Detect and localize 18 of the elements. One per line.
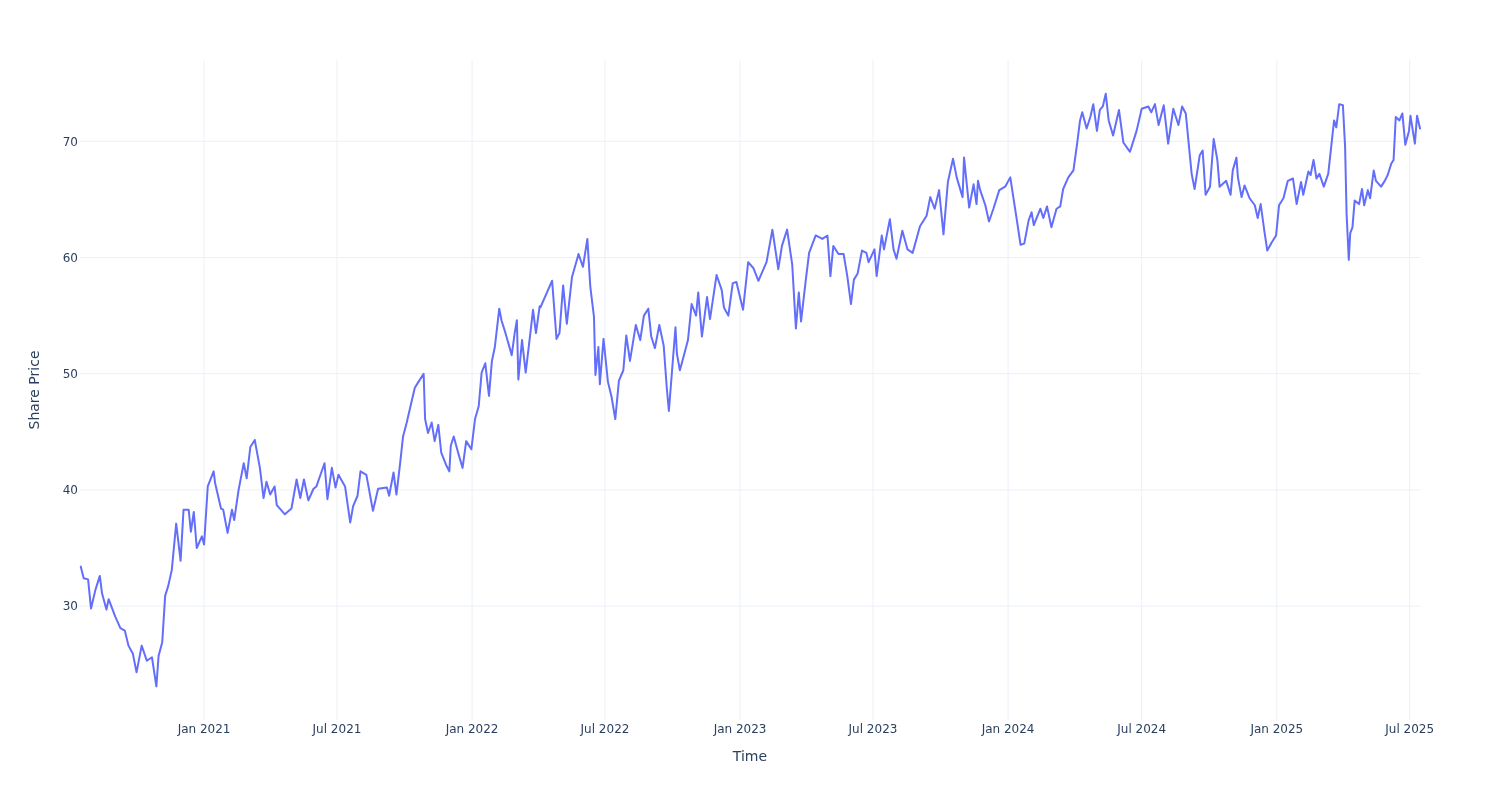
x-tick-label: Jan 2021 bbox=[176, 722, 231, 736]
y-tick-label: 30 bbox=[62, 599, 78, 614]
y-tick-label: 40 bbox=[62, 483, 78, 498]
line-series bbox=[79, 92, 1421, 688]
x-tick-label: Jul 2022 bbox=[579, 722, 630, 736]
x-tick-label: Jul 2021 bbox=[311, 722, 362, 736]
x-tick-label: Jan 2024 bbox=[980, 722, 1035, 736]
y-tick-label: 70 bbox=[62, 134, 78, 149]
x-tick-label: Jul 2023 bbox=[847, 722, 898, 736]
x-tick-label: Jul 2024 bbox=[1116, 722, 1167, 736]
x-axis-title: Time bbox=[731, 748, 768, 764]
y-tick-label: 50 bbox=[62, 366, 78, 381]
y-axis-title: Share Price bbox=[26, 350, 42, 430]
y-tick-label: 60 bbox=[62, 250, 78, 265]
x-tick-label: Jan 2023 bbox=[712, 722, 767, 736]
x-tick-label: Jan 2022 bbox=[444, 722, 499, 736]
x-tick-label: Jan 2025 bbox=[1249, 722, 1304, 736]
x-tick-label: Jul 2025 bbox=[1384, 722, 1435, 736]
